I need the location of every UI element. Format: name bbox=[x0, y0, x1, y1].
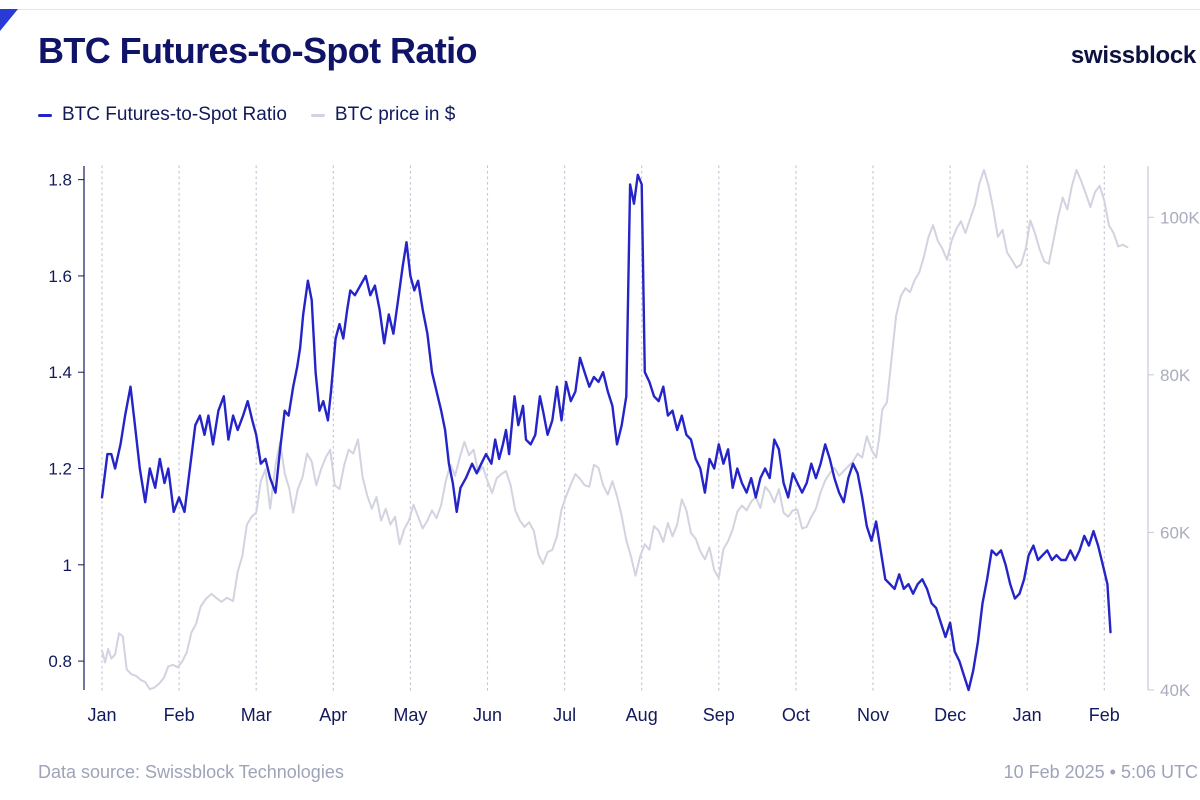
x-tick-label: Apr bbox=[319, 705, 347, 725]
y-right-tick-label: 40K bbox=[1160, 681, 1191, 700]
x-tick-label: Mar bbox=[241, 705, 272, 725]
x-tick-label: Nov bbox=[857, 705, 889, 725]
x-tick-label: Jan bbox=[87, 705, 116, 725]
series-line-btc-price bbox=[101, 169, 1129, 691]
x-tick-label: Feb bbox=[1089, 705, 1120, 725]
x-tick-label: Sep bbox=[703, 705, 735, 725]
tick-labels: Jan Feb Mar Apr May Jun Jul Aug Sep Oct Nov Dec Jan F… bbox=[48, 171, 1200, 725]
y-right-tick-label: 60K bbox=[1160, 523, 1191, 542]
x-tick-label: Feb bbox=[164, 705, 195, 725]
y-left-tick-label: 0.8 bbox=[48, 652, 72, 671]
series-line-futures-ratio bbox=[100, 173, 1112, 692]
legend-item-ratio[interactable]: BTC Futures-to-Spot Ratio bbox=[38, 104, 287, 126]
legend-label-price: BTC price in $ bbox=[334, 104, 456, 125]
data-source: Data source: Swissblock Technologies bbox=[38, 762, 344, 782]
y-left-tick-label: 1.4 bbox=[48, 363, 72, 382]
legend-swatch-price bbox=[310, 113, 325, 117]
x-tick-label: Oct bbox=[782, 705, 810, 725]
x-tick-label: Jun bbox=[473, 705, 502, 725]
chart-legend: BTC Futures-to-Spot Ratio BTC price in $ bbox=[38, 104, 455, 126]
top-rule bbox=[0, 9, 1200, 10]
x-tick-label: Jan bbox=[1013, 705, 1042, 725]
x-tick-label: Aug bbox=[626, 705, 658, 725]
y-left-tick-label: 1 bbox=[63, 556, 72, 575]
legend-item-price[interactable]: BTC price in $ bbox=[310, 104, 456, 126]
legend-label-ratio: BTC Futures-to-Spot Ratio bbox=[62, 104, 287, 125]
corner-accent bbox=[0, 9, 18, 31]
series-lines bbox=[100, 169, 1129, 692]
page-title: BTC Futures-to-Spot Ratio bbox=[38, 30, 478, 71]
x-tick-label: Dec bbox=[934, 705, 966, 725]
y-left-tick-label: 1.8 bbox=[48, 171, 72, 190]
grid-lines bbox=[101, 165, 1105, 691]
axes bbox=[78, 166, 1154, 691]
x-tick-label: Jul bbox=[553, 705, 576, 725]
timestamp: 10 Feb 2025 • 5:06 UTC bbox=[1003, 762, 1198, 782]
y-left-tick-label: 1.2 bbox=[48, 460, 72, 479]
legend-swatch-ratio bbox=[38, 113, 52, 117]
y-right-tick-label: 80K bbox=[1160, 366, 1191, 385]
line-chart: Jan Feb Mar Apr May Jun Jul Aug Sep Oct Nov Dec Jan F… bbox=[48, 165, 1200, 725]
y-left-tick-label: 1.6 bbox=[48, 267, 72, 286]
y-right-tick-label: 100K bbox=[1160, 208, 1200, 227]
brand-logo: swissblock bbox=[1070, 42, 1196, 69]
x-tick-label: May bbox=[393, 705, 427, 725]
